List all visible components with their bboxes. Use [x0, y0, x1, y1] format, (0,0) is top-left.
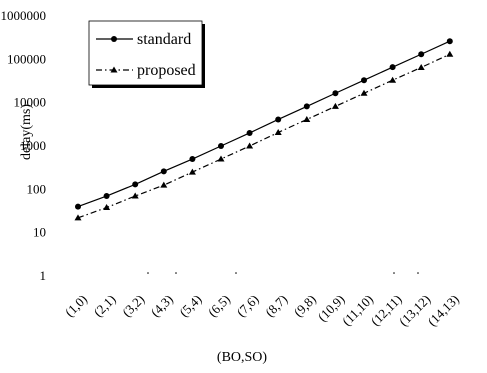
- y-tick-label: 10000: [14, 95, 47, 110]
- series-markers: [74, 38, 454, 221]
- baseline-dots: [147, 272, 419, 274]
- marker-standard: [275, 116, 282, 123]
- marker-standard: [332, 90, 339, 97]
- y-axis-label: delay(ms): [19, 104, 34, 160]
- y-tick-label: 100: [27, 181, 47, 196]
- legend-proposed-marker: [110, 66, 118, 73]
- x-tick-label: (6,5): [205, 292, 233, 320]
- baseline-dot: [147, 272, 149, 274]
- marker-proposed: [103, 204, 111, 211]
- marker-proposed: [188, 168, 196, 175]
- marker-proposed: [217, 155, 225, 162]
- marker-standard: [303, 103, 310, 110]
- x-tick-label: (13,12): [396, 292, 433, 329]
- legend: standard proposed: [88, 20, 205, 88]
- marker-standard: [160, 168, 167, 175]
- marker-standard: [361, 77, 367, 84]
- marker-standard: [132, 181, 139, 188]
- marker-proposed: [274, 128, 282, 135]
- legend-proposed-label: proposed: [137, 62, 196, 79]
- y-tick-label: 10: [33, 225, 46, 240]
- marker-proposed: [389, 76, 397, 83]
- marker-standard: [246, 129, 253, 136]
- marker-proposed: [446, 50, 454, 57]
- x-tick-label: (4,3): [148, 292, 176, 320]
- series-line-standard: [77, 40, 451, 208]
- marker-proposed: [360, 89, 368, 96]
- marker-standard: [418, 51, 425, 58]
- x-tick-label: (14,13): [424, 292, 461, 329]
- marker-standard: [189, 156, 196, 163]
- x-tick-label: (7,6): [233, 292, 261, 320]
- x-tick-label: (1,0): [62, 292, 90, 320]
- marker-standard: [218, 143, 224, 149]
- x-tick-label: (12,11): [368, 292, 405, 329]
- y-tick-label: 1000: [20, 138, 46, 153]
- marker-standard: [103, 193, 110, 200]
- marker-proposed: [74, 214, 82, 221]
- x-tick-label: (3,2): [119, 292, 147, 320]
- x-tick-label: (11,10): [339, 292, 376, 329]
- marker-standard: [75, 203, 81, 210]
- marker-proposed: [131, 192, 139, 199]
- x-tick-label: (9,8): [291, 292, 319, 320]
- baseline-dot: [175, 272, 177, 274]
- x-tick-label: (2,1): [90, 292, 118, 320]
- x-tick-label: (5,4): [176, 292, 204, 320]
- baseline-dot: [393, 272, 395, 274]
- baseline-dot: [417, 272, 419, 274]
- series-line-proposed: [77, 53, 451, 219]
- marker-proposed: [160, 181, 168, 188]
- marker-proposed: [303, 115, 311, 122]
- marker-standard: [446, 38, 453, 45]
- legend-standard-marker: [111, 36, 117, 42]
- series-lines: [77, 40, 451, 219]
- y-tick-label: 100000: [7, 51, 46, 66]
- legend-standard-label: standard: [137, 31, 191, 48]
- marker-proposed: [246, 142, 254, 149]
- y-tick-label: 1000000: [1, 8, 47, 23]
- x-tick-labels: (1,0) (2,1) (3,2) (4,3) (5,4) (6,5) (7,6) (8,7)…: [62, 292, 462, 329]
- x-tick-label: (8,7): [262, 292, 290, 320]
- y-tick-label: 1: [40, 268, 47, 283]
- marker-proposed: [331, 102, 339, 109]
- marker-standard: [389, 64, 396, 71]
- y-tick-labels: 1 10 100 1000 10000 100000 1000000: [1, 8, 47, 283]
- legend-box: [88, 20, 203, 86]
- marker-proposed: [417, 63, 425, 70]
- x-axis-label: (BO,SO): [217, 350, 268, 365]
- baseline-dot: [235, 272, 237, 274]
